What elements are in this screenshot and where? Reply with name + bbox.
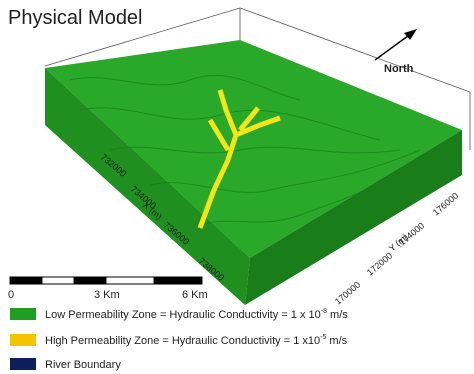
title: Physical Model: [8, 7, 143, 29]
legend-swatch: [10, 334, 36, 346]
scale-label: 3 Km: [94, 289, 120, 301]
figure: Physical Model North 732000 734000 73600…: [0, 0, 474, 374]
legend-text: River Boundary: [45, 359, 121, 371]
y-tick-label: 176000: [431, 191, 460, 218]
y-tick-label: 172000: [365, 251, 394, 278]
legend-text: Low Permeability Zone = Hydraulic Conduc…: [45, 308, 348, 321]
legend-swatch: [10, 358, 36, 370]
north-arrowhead: [404, 29, 417, 40]
scale-bar: [10, 277, 202, 284]
north-label: North: [384, 63, 414, 75]
north-arrow: [375, 33, 412, 60]
scale-label: 0: [8, 289, 14, 301]
legend-swatch: [10, 308, 36, 320]
scale-label: 6 Km: [182, 289, 208, 301]
legend-text: High Permeability Zone = Hydraulic Condu…: [45, 334, 348, 347]
y-tick-label: 170000: [333, 280, 362, 307]
